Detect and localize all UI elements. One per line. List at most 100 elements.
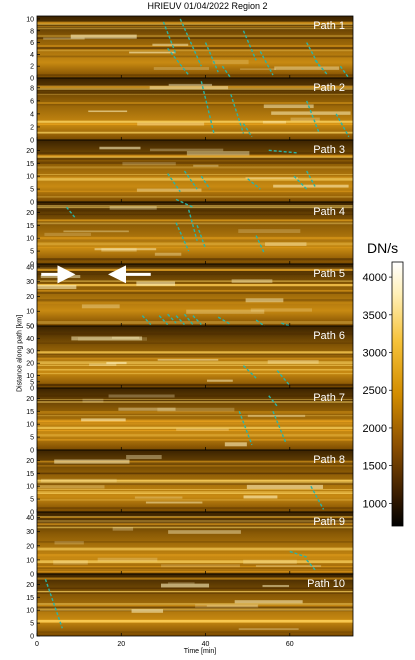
colorbar-tick-label: 2500 [363,385,387,397]
intensity-streak [37,178,353,182]
track-line [306,559,316,571]
track-line [238,411,253,446]
intensity-streak [37,570,353,573]
intensity-streak [37,23,353,25]
panel-10: 0 5 10 15 20 Path 10 [26,573,354,641]
intensity-streak [37,368,353,371]
track-line [204,42,219,73]
bright-feature [168,83,213,86]
bright-feature [81,418,126,422]
intensity-streak [37,85,353,89]
intensity-streak [37,619,353,623]
bright-feature [168,530,241,534]
panel-7: 0 5 10 15 20 Path 7 [26,387,354,455]
intensity-streak [37,123,353,125]
panel-background [37,264,353,326]
bright-feature [265,242,307,247]
bright-feature [44,232,91,236]
panel-label: Path 2 [313,82,345,94]
colorbar-tick-label: 1500 [363,461,387,473]
intensity-streak [37,609,353,612]
bright-feature [122,162,176,166]
track-line [281,322,291,327]
panel-label: Path 1 [313,20,345,32]
intensity-streak [37,357,353,361]
bright-feature [129,51,176,54]
track-line [188,209,198,241]
y-tick-label: 30 [26,348,34,355]
bright-feature [238,628,299,630]
intensity-streak [37,516,353,518]
intensity-streak [37,480,353,484]
intensity-streak [37,155,353,158]
intensity-streak [37,383,353,387]
intensity-streak [37,166,353,169]
bright-feature [101,248,137,252]
intensity-streak [37,565,353,568]
bright-feature [136,281,176,286]
bright-feature [206,604,258,607]
intensity-streak [37,239,353,242]
intensity-streak [37,423,353,426]
y-tick-label: 0 [30,634,34,641]
track-line [255,319,265,327]
track-line [255,235,266,254]
bright-feature [153,67,210,71]
intensity-streak [37,394,353,397]
intensity-streak [37,46,353,50]
intensity-streak [37,351,353,354]
y-tick-label: 15 [26,161,34,168]
intensity-streak [37,479,353,483]
intensity-streak [37,103,353,106]
intensity-streak [37,631,353,633]
y-tick-label: 20 [26,582,34,589]
intensity-streak [37,87,353,90]
track-line [167,173,181,193]
intensity-streak [37,590,353,593]
bright-feature [186,309,265,314]
bright-feature [168,582,195,585]
track-line [247,178,261,190]
track-line [306,170,316,187]
panel-9: 0 10 20 30 40 Path 9 [26,511,354,579]
y-axis-label: Distance along path [km] [16,314,24,393]
intensity-streak [37,25,353,27]
track-line [217,316,232,326]
bright-feature [94,248,157,251]
y-tick-label: 0 [30,76,34,83]
colorbar-label: DN/s [367,240,399,256]
bright-feature [267,359,319,364]
track-line [289,550,307,558]
intensity-streak [37,91,353,94]
track-line [141,315,152,326]
intensity-streak [37,520,353,524]
bright-feature [255,565,322,568]
intensity-streak [37,434,353,437]
y-tick-label: 20 [26,294,34,301]
y-tick-label: 10 [26,174,34,181]
bright-feature [54,459,130,464]
bright-feature [263,104,314,109]
y-tick-label: 8 [30,85,34,92]
intensity-streak [37,492,353,494]
colorbar: 1000 1500 2000 2500 3000 3500 4000 [363,261,404,527]
track-line [293,175,308,190]
intensity-streak [37,239,353,242]
panel-background [37,78,353,140]
intensity-streak [37,190,353,193]
intensity-streak [37,384,353,387]
bright-feature [186,151,250,156]
intensity-streak [37,258,353,261]
bright-feature [109,206,157,210]
intensity-streak [37,356,353,359]
intensity-streak [37,84,353,87]
track-line [314,59,329,76]
y-tick-label: 0 [30,572,34,579]
panel-3: 0 5 10 15 20 Path 3 [26,139,354,207]
bright-feature [262,120,287,124]
y-tick-label: 0 [30,386,34,393]
y-tick-label: 4 [30,52,34,59]
panel-label: Path 10 [307,578,345,590]
